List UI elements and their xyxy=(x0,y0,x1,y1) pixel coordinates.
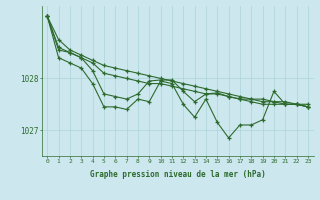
X-axis label: Graphe pression niveau de la mer (hPa): Graphe pression niveau de la mer (hPa) xyxy=(90,170,266,179)
